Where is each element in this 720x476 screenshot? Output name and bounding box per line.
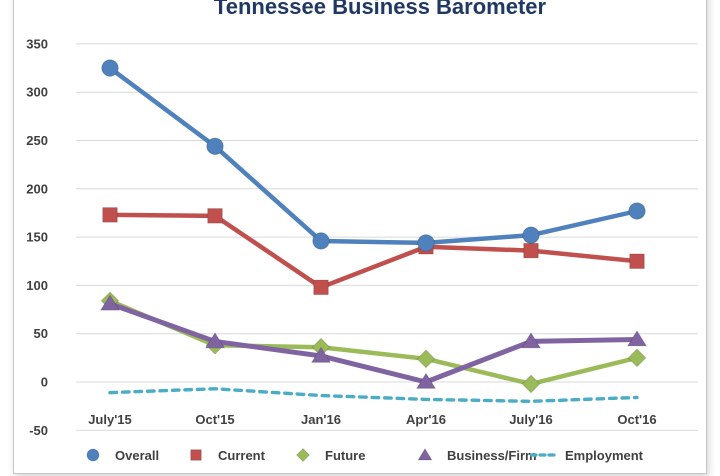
data-point-diamond bbox=[627, 348, 647, 368]
legend-item-employment: Employment bbox=[530, 446, 643, 464]
y-axis-tick-label: 350 bbox=[26, 36, 48, 51]
legend-marker-triangle-icon bbox=[417, 447, 433, 461]
series-line-business-firm bbox=[107, 301, 640, 385]
y-axis-tick-label: 150 bbox=[26, 230, 48, 245]
x-axis-tick-label: July'16 bbox=[509, 412, 553, 427]
x-axis-tick-label: Oct'15 bbox=[195, 412, 234, 427]
chart-legend: Overall Current Future Business/Firm Employm… bbox=[0, 446, 720, 476]
legend-label: Overall bbox=[115, 447, 160, 463]
legend-marker-square-icon bbox=[190, 449, 202, 461]
legend-square bbox=[190, 449, 202, 461]
data-point-circle bbox=[206, 137, 224, 156]
y-axis-tick-label: 50 bbox=[34, 326, 48, 341]
y-axis-tick-label: 200 bbox=[26, 181, 48, 196]
legend-label: Future bbox=[325, 447, 366, 463]
chart-title: Tennessee Business Barometer bbox=[213, 0, 547, 19]
legend-item-overall: Overall bbox=[80, 446, 159, 464]
legend-marker-diamond-icon bbox=[295, 447, 311, 463]
series-line-current bbox=[107, 212, 640, 290]
data-point-triangle bbox=[520, 331, 542, 349]
data-point-square bbox=[207, 208, 223, 224]
legend-triangle bbox=[417, 447, 433, 461]
data-point-square bbox=[523, 242, 539, 259]
line-chart-plot-area: 350 300 250 200 150 100 50 0 -50 July'15 Oct'15 Jan… bbox=[26, 36, 698, 438]
y-axis-tick-label: 300 bbox=[26, 85, 48, 100]
y-axis-tick-label: 0 bbox=[41, 375, 48, 390]
legend-marker-circle-icon bbox=[86, 448, 100, 462]
series-line-employment bbox=[108, 387, 639, 404]
data-point-triangle bbox=[204, 331, 226, 349]
legend-diamond bbox=[295, 447, 311, 463]
data-point-circle bbox=[101, 59, 119, 77]
x-axis-tick-label: July'15 bbox=[88, 412, 132, 427]
y-axis-tick-label: -50 bbox=[29, 423, 48, 438]
legend-label: Business/Firm bbox=[447, 447, 537, 463]
series-line-future bbox=[107, 298, 640, 387]
data-point-circle bbox=[417, 234, 435, 252]
legend-item-future: Future bbox=[290, 446, 365, 464]
legend-item-current: Current bbox=[183, 446, 265, 464]
legend-circle bbox=[86, 448, 100, 462]
y-axis-tick-label: 100 bbox=[26, 278, 48, 293]
x-axis-tick-label: Apr'16 bbox=[406, 412, 446, 427]
data-point-diamond bbox=[416, 349, 436, 369]
data-point-circle bbox=[522, 226, 540, 244]
y-axis-tick-label: 250 bbox=[26, 133, 48, 148]
legend-marker-dashed-line-icon bbox=[530, 453, 556, 457]
data-point-triangle bbox=[415, 372, 437, 389]
legend-item-business-firm: Business/Firm bbox=[412, 446, 537, 464]
data-point-square bbox=[102, 207, 118, 223]
data-point-circle bbox=[628, 202, 646, 220]
data-point-circle bbox=[312, 232, 330, 250]
legend-label: Employment bbox=[565, 447, 644, 463]
data-point-diamond bbox=[521, 374, 541, 394]
legend-label: Current bbox=[218, 447, 265, 463]
data-point-triangle bbox=[626, 329, 648, 347]
x-axis-tick-label: Oct'16 bbox=[617, 412, 656, 427]
data-point-square bbox=[313, 279, 329, 296]
data-point-triangle bbox=[99, 294, 121, 311]
x-axis-tick-label: Jan'16 bbox=[301, 412, 341, 427]
data-point-triangle bbox=[310, 346, 332, 363]
data-point-square bbox=[629, 253, 645, 270]
series-line-overall bbox=[107, 65, 640, 246]
